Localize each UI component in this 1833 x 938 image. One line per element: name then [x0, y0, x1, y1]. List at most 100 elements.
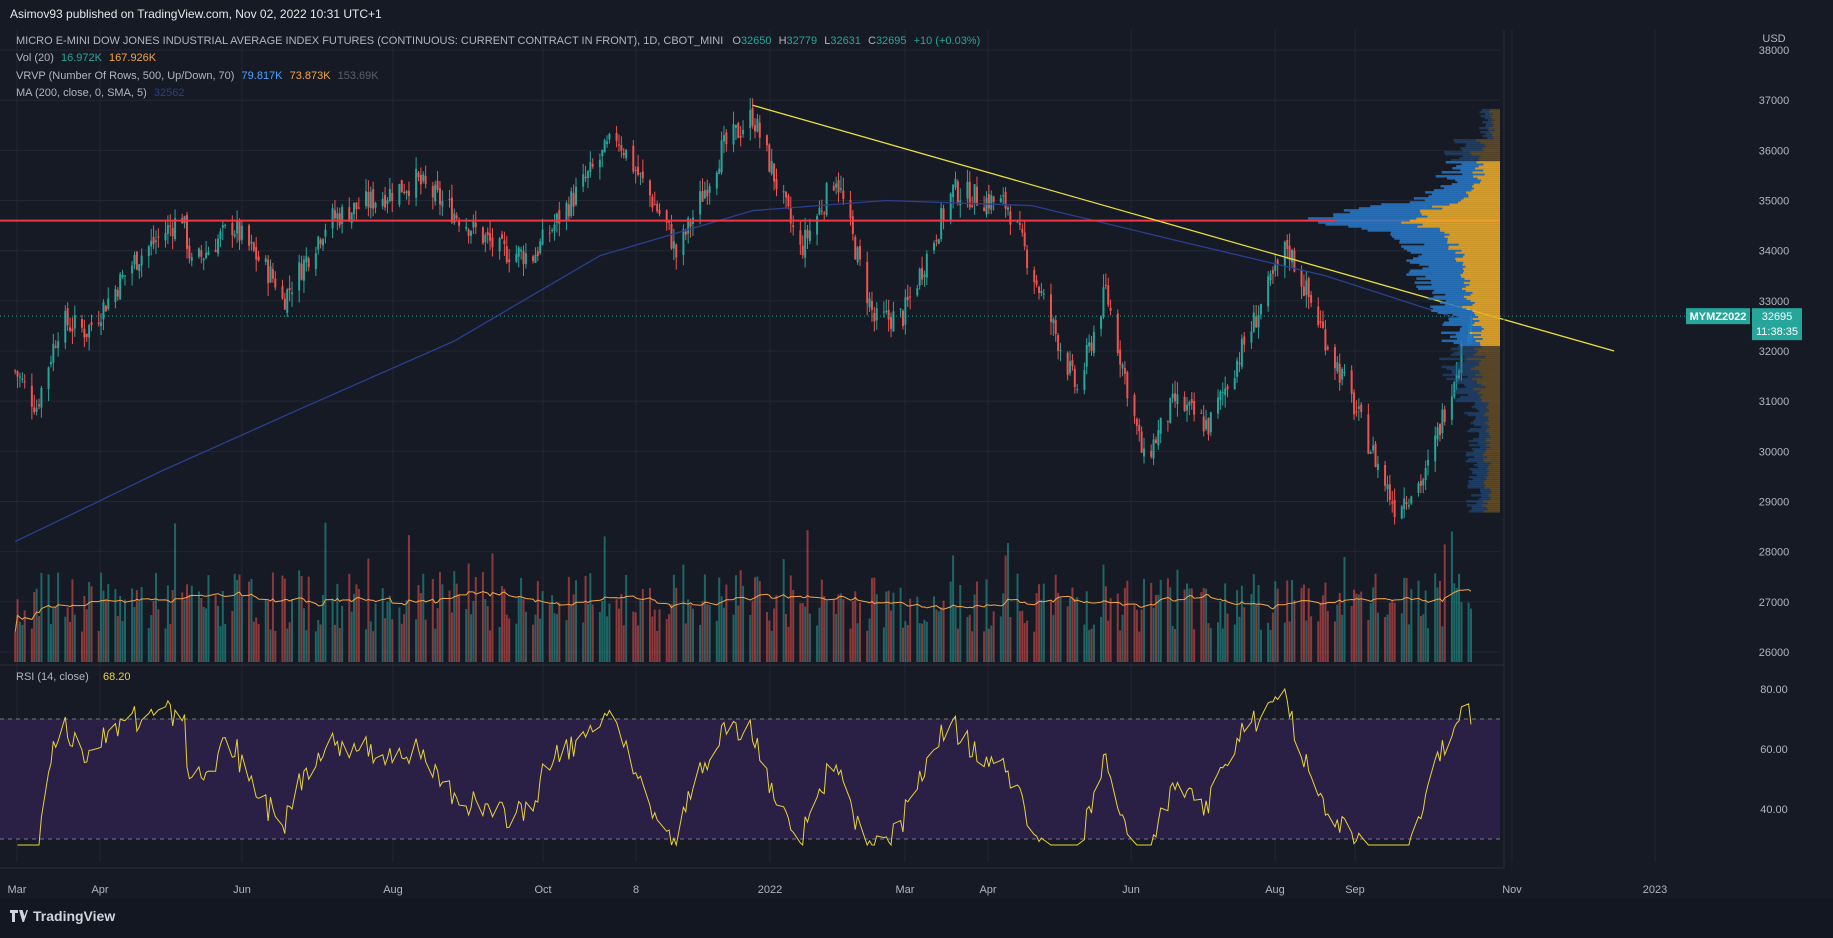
volume-bar — [1209, 627, 1212, 662]
candle-body — [1109, 307, 1112, 311]
vp-up-row — [1478, 431, 1490, 435]
volume-bar — [1006, 542, 1009, 662]
vp-up-row — [1418, 255, 1464, 258]
volume-bar — [1069, 598, 1072, 662]
vp-down-row — [1486, 467, 1500, 471]
vrvp-label: VRVP (Number Of Rows, 500, Up/Down, 70) — [16, 69, 235, 82]
volume-bar — [33, 591, 36, 662]
volume-bar — [1152, 607, 1155, 662]
volume-bar — [57, 572, 60, 662]
volume-bar — [1138, 631, 1141, 662]
candle-body — [622, 152, 625, 156]
volume-bar — [722, 607, 725, 662]
volume-bar — [164, 628, 167, 662]
candle-body — [1169, 398, 1172, 423]
volume-bar — [224, 623, 227, 662]
vp-down-row — [1472, 303, 1500, 306]
volume-bar — [1126, 580, 1129, 662]
vp-up-row — [1480, 130, 1490, 134]
volume-bar — [424, 619, 427, 662]
volume-bar — [1107, 620, 1110, 662]
candle-body — [1400, 506, 1403, 519]
vp-up-row — [1333, 215, 1428, 218]
volume-bar — [804, 606, 807, 662]
candle-body — [522, 251, 525, 265]
candle-body — [217, 238, 220, 254]
candle-body — [417, 172, 420, 178]
vp-up-row — [1452, 313, 1476, 317]
vp-down-row — [1463, 269, 1500, 272]
volume-bar — [1076, 597, 1079, 662]
candle-body — [1250, 331, 1253, 343]
volume-bar — [1410, 589, 1413, 662]
vp-down-row — [1442, 207, 1500, 210]
volume-bar — [1350, 606, 1353, 662]
candle-body — [154, 240, 157, 243]
candle-body — [1040, 290, 1043, 294]
volume-bar — [319, 624, 322, 662]
candle-body — [80, 319, 83, 328]
candle-body — [921, 268, 924, 280]
candle-body — [486, 232, 489, 236]
vp-down-row — [1465, 285, 1500, 288]
candle-body — [302, 259, 305, 281]
candle-body — [608, 133, 611, 140]
candle-body — [231, 223, 234, 236]
volume-bar — [314, 631, 317, 662]
volume-bar — [171, 589, 174, 662]
volume-bar — [391, 619, 394, 662]
volume-bar — [458, 595, 461, 662]
vp-down-row — [1401, 221, 1500, 224]
candle-body — [1090, 342, 1093, 352]
volume-bar — [1200, 592, 1203, 662]
volume-bar — [1159, 579, 1162, 662]
volume-bar — [632, 611, 635, 662]
candle-body — [792, 225, 795, 228]
volume-bar — [768, 620, 771, 662]
candle-body — [517, 247, 520, 257]
volume-bar — [1343, 556, 1346, 662]
candle-body — [248, 225, 251, 246]
vp-up-row — [1407, 249, 1462, 252]
vp-up-row — [1403, 247, 1449, 250]
vp-down-row — [1455, 257, 1500, 260]
vp-down-row — [1427, 215, 1500, 218]
volume-bar — [322, 594, 325, 662]
vp-up-row — [1468, 510, 1484, 513]
volume-bar — [1104, 586, 1107, 662]
candle-body — [317, 236, 320, 250]
overlays — [0, 104, 1685, 847]
volume-bar — [1202, 587, 1205, 662]
vrvp-total-value: 153.69K — [337, 69, 379, 82]
candle-body — [1283, 241, 1286, 267]
vp-down-row — [1484, 486, 1500, 489]
volume-bar — [100, 572, 103, 662]
volume-bar — [388, 595, 391, 662]
vp-down-row — [1478, 315, 1500, 319]
vp-up-row — [1467, 484, 1486, 487]
candle-body — [582, 174, 585, 187]
vp-down-row — [1477, 177, 1500, 180]
vp-down-row — [1463, 197, 1500, 200]
vp-up-row — [1416, 277, 1465, 280]
volume-bar — [937, 611, 940, 662]
candle-body — [1333, 347, 1336, 369]
candle-body — [1455, 374, 1458, 382]
candle-body — [739, 135, 742, 138]
vp-down-row — [1485, 443, 1500, 447]
volume-bar — [1283, 622, 1286, 662]
vp-up-row — [1469, 482, 1484, 485]
candle-body — [541, 229, 544, 245]
vp-down-row — [1493, 122, 1500, 126]
vp-up-row — [1428, 265, 1466, 268]
candle-body — [804, 230, 807, 258]
candle-body — [1083, 370, 1086, 390]
vp-down-row — [1470, 299, 1500, 302]
volume-bar — [782, 559, 785, 662]
vp-up-row — [1416, 285, 1466, 288]
volume-bar — [1088, 630, 1091, 662]
candle-body — [899, 308, 902, 310]
candle-body — [789, 208, 792, 224]
